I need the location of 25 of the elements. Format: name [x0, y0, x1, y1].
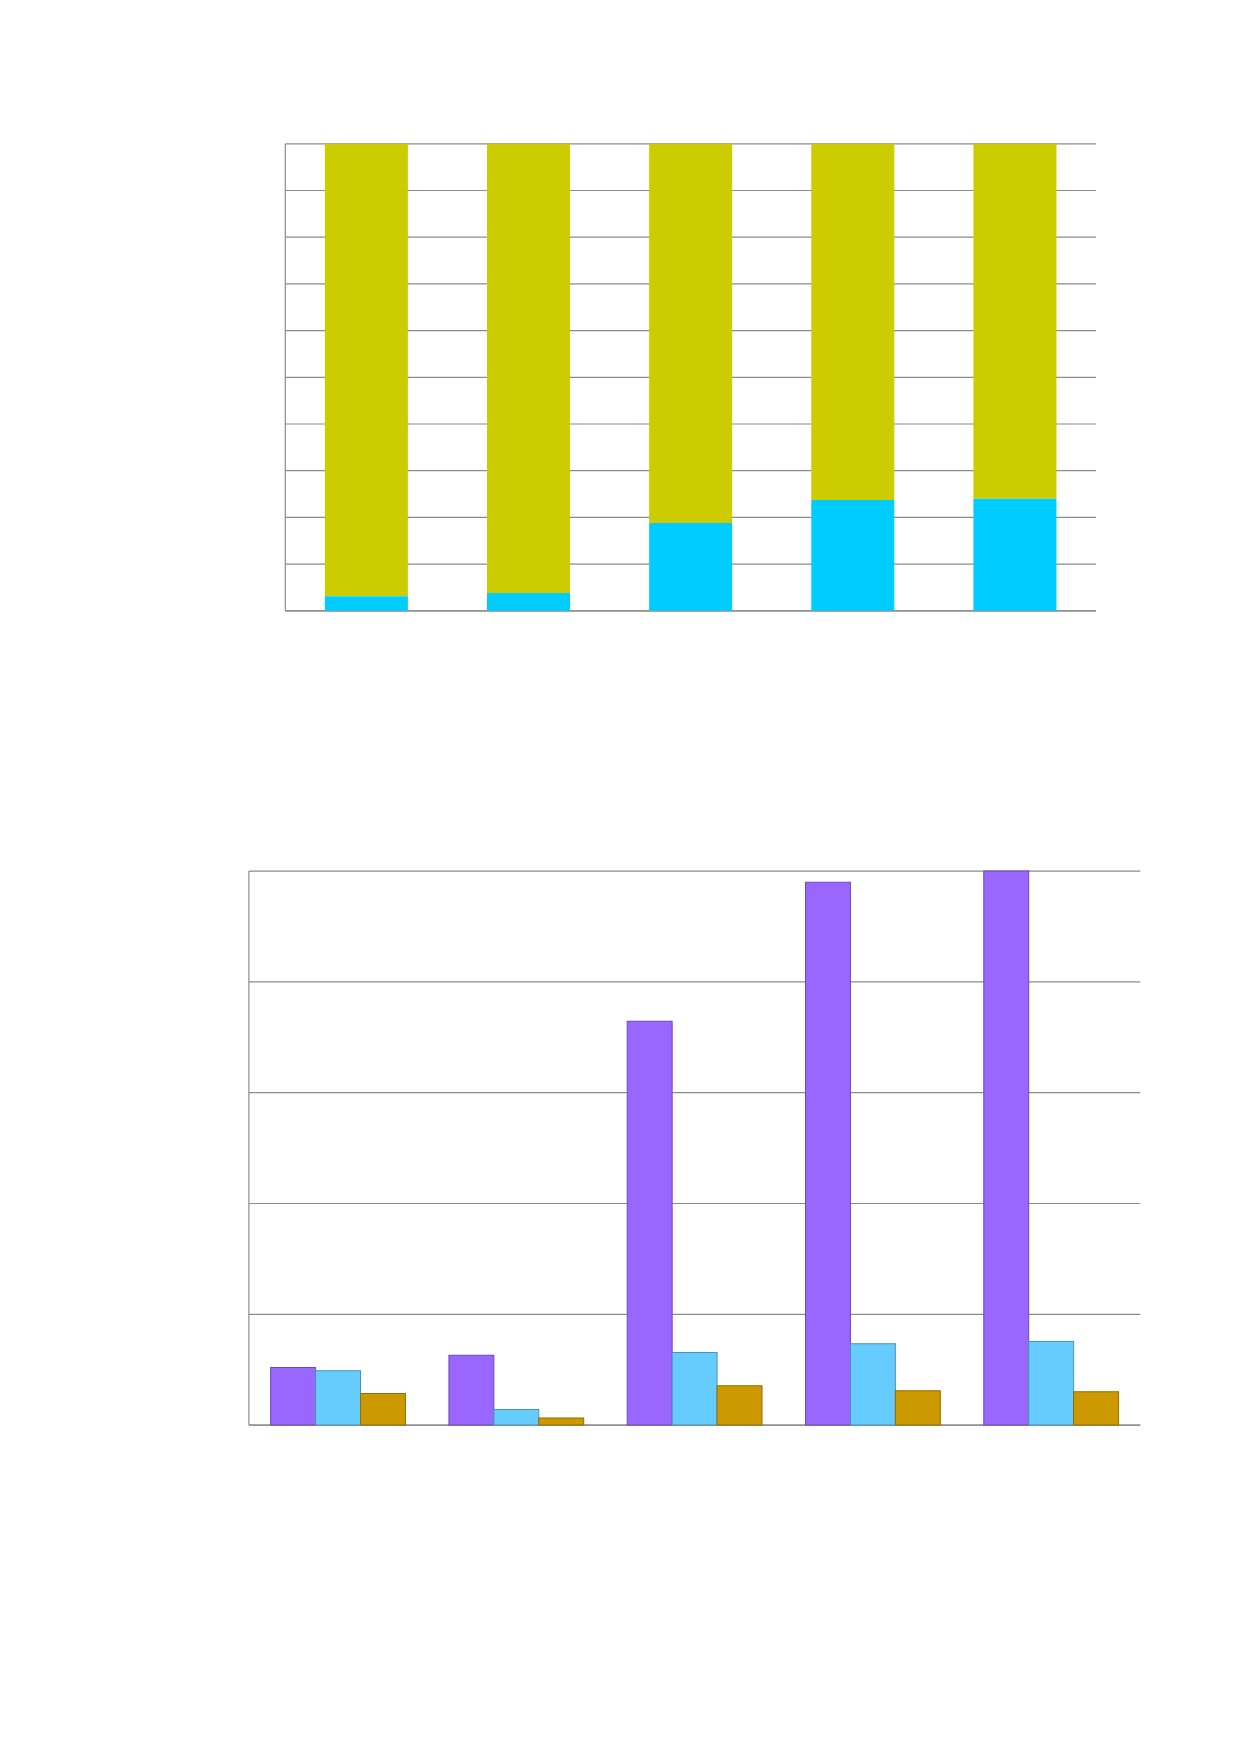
bar: [538, 1417, 585, 1426]
bar: [360, 1393, 406, 1426]
bar: [849, 1343, 896, 1426]
bar: [894, 1390, 941, 1426]
bar: [324, 143, 408, 597]
bar: [270, 1366, 317, 1426]
bar: [1028, 1340, 1075, 1426]
bar: [649, 522, 733, 611]
bar: [626, 1020, 673, 1426]
bar: [448, 1354, 495, 1426]
bar: [487, 593, 571, 611]
bar: [487, 143, 571, 594]
bar: [811, 500, 895, 611]
bar: [805, 881, 851, 1426]
bar: [973, 143, 1057, 499]
bar: [493, 1409, 540, 1426]
bar: [983, 870, 1030, 1426]
bar: [671, 1352, 718, 1426]
bar: [811, 143, 895, 501]
bar: [1073, 1391, 1120, 1426]
bar: [649, 143, 733, 523]
bar: [324, 596, 408, 611]
bar: [315, 1370, 362, 1426]
bar: [973, 498, 1057, 611]
bar: [716, 1385, 763, 1426]
